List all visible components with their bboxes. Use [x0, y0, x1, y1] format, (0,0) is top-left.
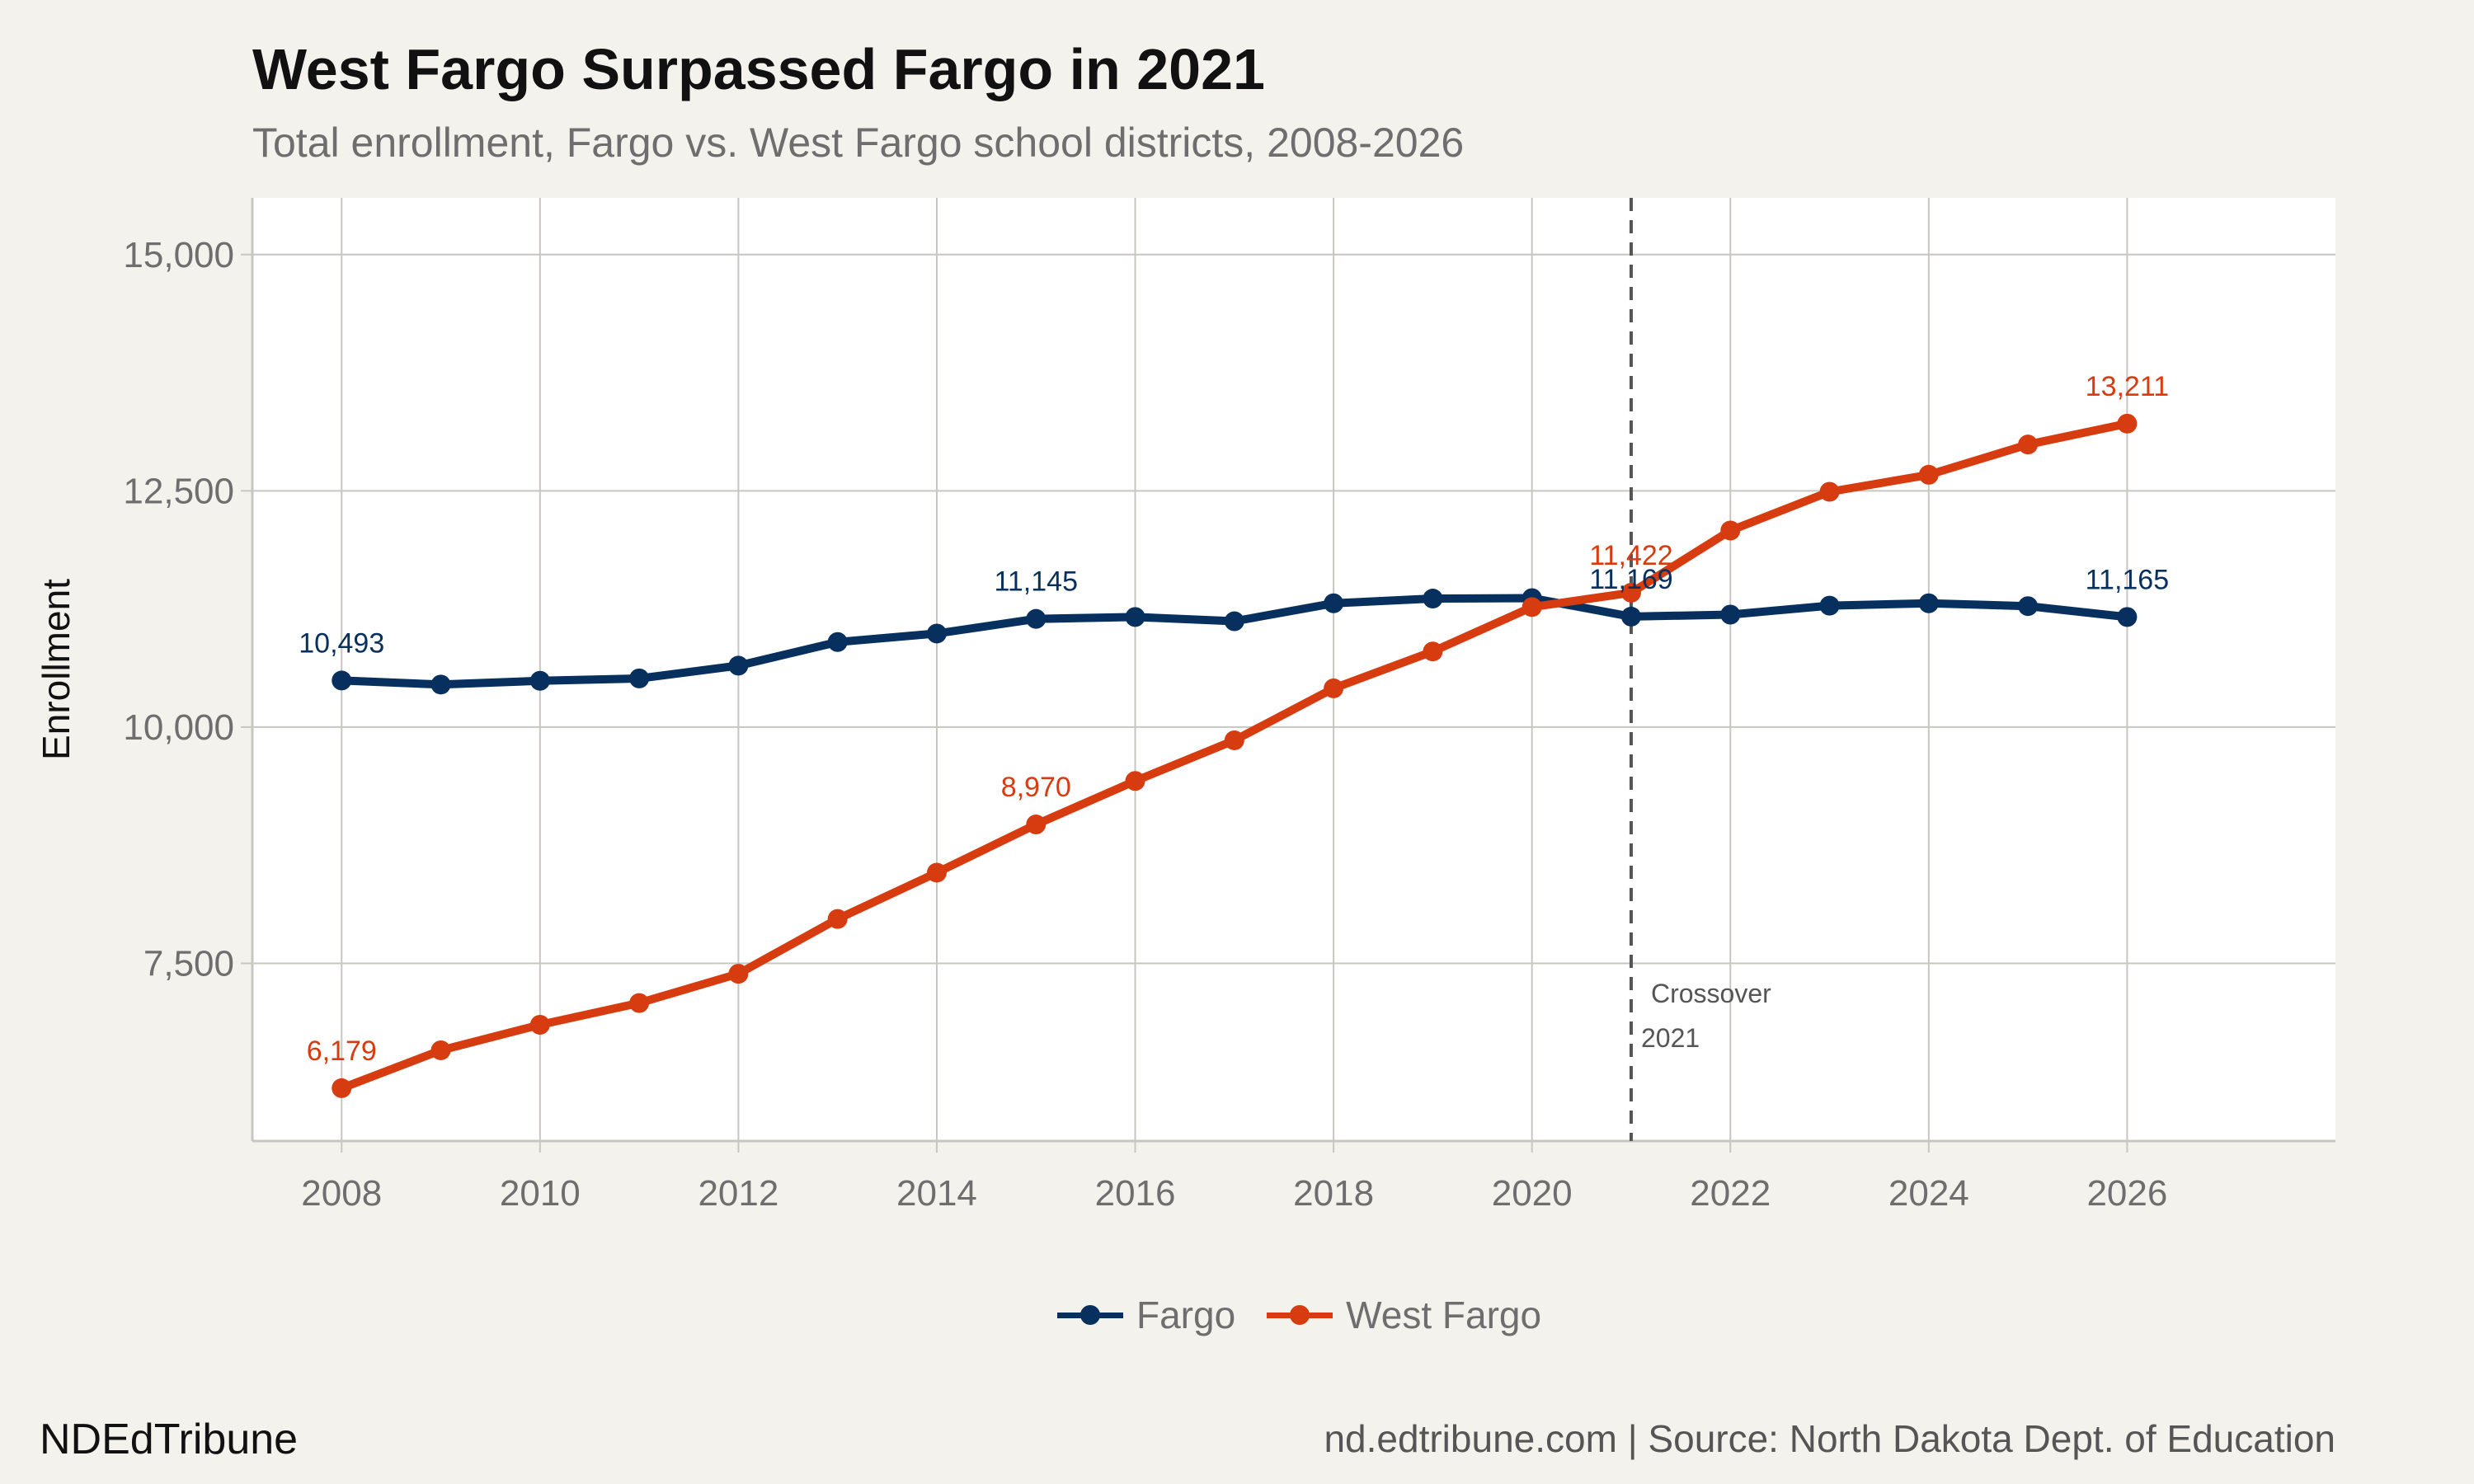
x-tick-label: 2018 — [1293, 1173, 1374, 1214]
grid-lines — [252, 198, 2335, 1141]
data-point-fargo — [827, 632, 848, 652]
y-tick-label: 12,500 — [123, 471, 234, 511]
data-point-fargo — [629, 668, 650, 688]
data-point-fargo — [1224, 611, 1244, 632]
crossover-year-label: 2021 — [1641, 1023, 1700, 1053]
data-point-fargo — [1125, 607, 1145, 627]
x-tick-label: 2022 — [1690, 1173, 1771, 1214]
brand-name: NDEdTribune — [40, 1416, 299, 1463]
plot-panel — [252, 198, 2335, 1141]
data-label-fargo: 11,169 — [1589, 564, 1672, 595]
data-point-west-fargo — [1026, 814, 1047, 834]
x-tick-label: 2012 — [698, 1173, 778, 1214]
y-tick-label: 7,500 — [143, 943, 234, 984]
data-point-fargo — [332, 670, 352, 691]
data-label-fargo: 10,493 — [299, 627, 384, 659]
data-point-fargo — [2018, 596, 2039, 617]
x-tick-label: 2016 — [1095, 1173, 1176, 1214]
x-tick-label: 2010 — [500, 1173, 581, 1214]
data-point-fargo — [1324, 593, 1344, 613]
x-tick-label: 2026 — [2086, 1173, 2167, 1214]
data-labels: 10,493 11,145 11,169 11,165 6,179 8,970 11,422… — [299, 371, 2169, 1067]
data-point-fargo — [1620, 606, 1641, 627]
data-point-west-fargo — [1918, 464, 1939, 485]
chart-subtitle: Total enrollment, Fargo vs. West Fargo s… — [252, 120, 1465, 166]
data-point-fargo — [1819, 595, 1840, 616]
x-tick-label: 2024 — [1888, 1173, 1969, 1214]
data-point-fargo — [430, 674, 451, 695]
data-point-fargo — [728, 655, 749, 676]
data-point-west-fargo — [1819, 481, 1840, 502]
x-tick-label: 2014 — [896, 1173, 977, 1214]
legend-label-west-fargo: West Fargo — [1346, 1294, 1542, 1336]
chart-title: West Fargo Surpassed Fargo in 2021 — [252, 37, 1265, 101]
legend-item-fargo: Fargo — [1057, 1293, 1235, 1337]
data-point-fargo — [1423, 589, 1443, 609]
data-label-fargo: 11,165 — [2086, 564, 2169, 595]
data-label-west-fargo: 11,422 — [1589, 540, 1672, 571]
data-point-fargo — [1720, 604, 1741, 625]
data-point-west-fargo — [1620, 582, 1641, 603]
data-point-west-fargo — [1125, 771, 1145, 791]
y-axis-title: Enrollment — [35, 579, 78, 760]
data-label-west-fargo: 13,211 — [2086, 371, 2169, 402]
legend-key-west-fargo — [1267, 1298, 1333, 1331]
data-point-west-fargo — [2018, 434, 2039, 455]
crossover-label: Crossover — [1651, 979, 1771, 1008]
crossover-annotation: Crossover 2021 — [1629, 198, 1771, 1141]
y-tick-label: 15,000 — [123, 235, 234, 275]
data-point-west-fargo — [1423, 641, 1443, 662]
legend-key-fargo — [1057, 1298, 1123, 1331]
data-point-fargo — [529, 670, 550, 691]
data-point-west-fargo — [430, 1040, 451, 1060]
legend-item-west-fargo: West Fargo — [1267, 1293, 1541, 1337]
data-point-fargo — [1918, 593, 1939, 613]
data-label-west-fargo: 6,179 — [307, 1036, 377, 1067]
series-lines — [332, 413, 2138, 1098]
data-point-west-fargo — [827, 909, 848, 929]
data-point-west-fargo — [529, 1015, 550, 1036]
data-point-west-fargo — [1224, 730, 1244, 750]
data-point-west-fargo — [1522, 597, 1542, 618]
data-point-fargo — [1026, 608, 1047, 629]
y-tick-label: 10,000 — [123, 707, 234, 748]
x-tick-label: 2008 — [301, 1173, 382, 1214]
data-point-west-fargo — [926, 862, 947, 883]
x-tick-label: 2020 — [1492, 1173, 1573, 1214]
data-label-west-fargo: 8,970 — [1001, 772, 1071, 803]
data-point-west-fargo — [1324, 678, 1344, 698]
data-label-fargo: 11,145 — [995, 566, 1078, 598]
data-point-west-fargo — [2117, 413, 2138, 434]
axes: 2008 2010 2012 2014 2016 2018 2020 2022 2024 2026… — [35, 198, 2335, 1214]
legend-label-fargo: Fargo — [1136, 1294, 1236, 1336]
data-point-fargo — [2117, 607, 2138, 627]
data-point-fargo — [926, 623, 947, 644]
source-caption: nd.edtribune.com | Source: North Dakota … — [1324, 1417, 2335, 1460]
data-point-west-fargo — [1720, 520, 1741, 541]
data-point-west-fargo — [332, 1078, 352, 1098]
data-point-west-fargo — [629, 993, 650, 1013]
data-point-west-fargo — [728, 964, 749, 984]
legend: Fargo West Fargo — [1057, 1293, 1573, 1337]
